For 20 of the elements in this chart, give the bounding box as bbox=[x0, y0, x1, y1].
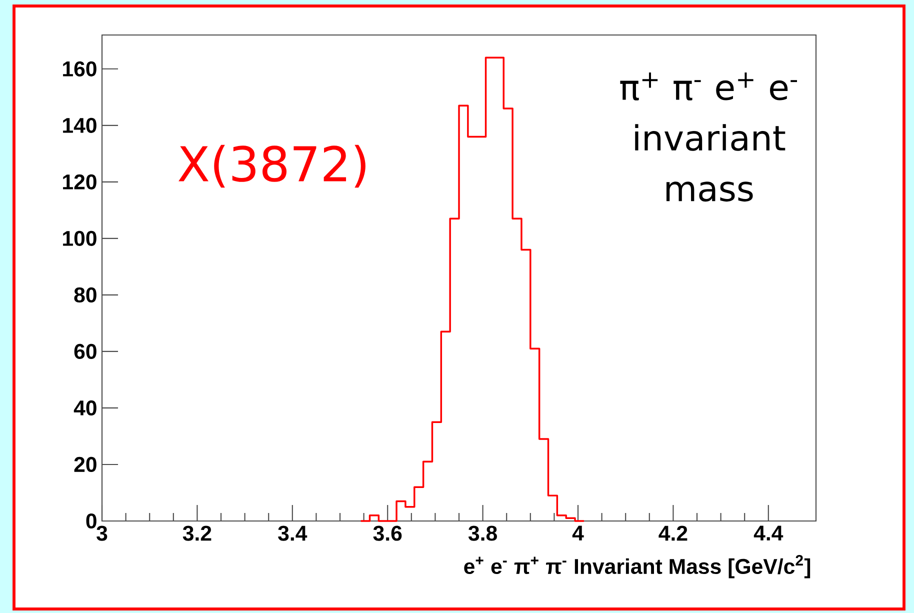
x-tick-label: 3.6 bbox=[373, 526, 402, 541]
x-tick-label: 4.2 bbox=[658, 526, 688, 541]
y-tick-label: 60 bbox=[74, 344, 96, 360]
y-tick-label: 80 bbox=[74, 287, 96, 302]
y-tick-label: 100 bbox=[63, 230, 96, 246]
text: π$^{+}$ π$^{-}$ e$^{+}$ e$^{-}$ invariant mass bbox=[620, 72, 797, 202]
y-tick-label: 0 bbox=[86, 513, 96, 529]
text: e$^{+}$ e$^{-}$ π$^{+}$ π$^{-}$ Invariant Mass [GeV/c$^{2}$] bbox=[464, 555, 810, 578]
y-tick-label: 140 bbox=[63, 118, 96, 133]
x-tick-label: 3.4 bbox=[278, 526, 308, 541]
x-tick-label: 4.4 bbox=[754, 526, 784, 540]
y-tick-label: 160 bbox=[63, 61, 96, 76]
annotation: X(3872) bbox=[178, 144, 366, 188]
y-tick-label: 40 bbox=[74, 400, 96, 416]
x-tick-label: 3.8 bbox=[468, 526, 497, 541]
x-tick-label: 3 bbox=[96, 526, 108, 541]
x-tick-label: 3.2 bbox=[182, 526, 212, 541]
y-tick-label: 20 bbox=[74, 456, 96, 472]
y-tick-label: 120 bbox=[63, 174, 96, 190]
x-tick-label: 4 bbox=[572, 526, 584, 540]
